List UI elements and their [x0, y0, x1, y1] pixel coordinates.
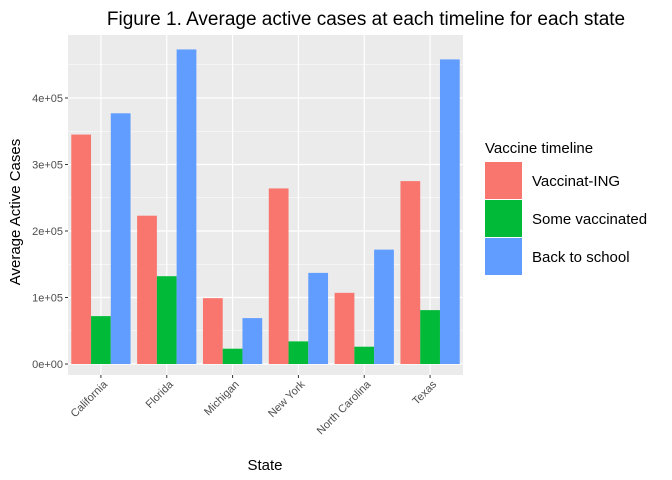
bar — [308, 272, 329, 364]
y-tick-label: 1e+05 — [32, 293, 63, 305]
bar — [110, 113, 131, 364]
y-axis: 0e+00 1e+05 2e+05 3e+05 4e+05 — [32, 93, 68, 371]
plot-panel — [68, 35, 463, 375]
bar — [268, 188, 289, 364]
legend-key — [485, 238, 522, 275]
legend-label: Back to school — [532, 249, 630, 266]
y-tick-label: 3e+05 — [32, 160, 63, 172]
bars — [71, 49, 460, 365]
bar — [420, 310, 440, 364]
bar — [439, 59, 460, 365]
bar — [374, 249, 394, 364]
bar — [354, 346, 375, 364]
y-tick-label: 4e+05 — [32, 93, 63, 105]
x-tick-label: California — [69, 378, 111, 420]
legend-label: Some vaccinated — [532, 211, 647, 228]
x-axis: California Florida Michigan New York North C… — [69, 375, 440, 437]
x-tick-label: Michigan — [202, 379, 242, 419]
legend: Vaccine timeline Vaccinat-ING Some vaccin… — [485, 140, 647, 275]
x-tick-label: Texas — [410, 378, 439, 407]
x-tick-label: New York — [266, 378, 308, 420]
x-tick-label: North Carolina — [315, 378, 374, 437]
x-axis-title: State — [247, 457, 282, 474]
bar — [71, 134, 92, 364]
bar — [288, 341, 309, 364]
legend-label: Vaccinat-ING — [532, 173, 620, 190]
x-tick-label: Florida — [144, 378, 177, 411]
bar — [137, 215, 157, 364]
y-tick-label: 2e+05 — [32, 226, 63, 238]
legend-key — [485, 200, 522, 237]
bar — [91, 316, 111, 364]
y-axis-title: Average Active Cases — [7, 139, 24, 285]
bar — [156, 276, 177, 364]
bar — [222, 348, 243, 364]
bar — [176, 49, 197, 365]
y-tick-label: 0e+00 — [32, 359, 63, 371]
legend-title: Vaccine timeline — [485, 140, 593, 157]
legend-key — [485, 162, 522, 199]
bar — [334, 292, 355, 364]
bar — [202, 298, 223, 364]
chart-title: Figure 1. Average active cases at each t… — [107, 9, 625, 30]
bar — [400, 181, 421, 364]
bar — [242, 318, 263, 364]
